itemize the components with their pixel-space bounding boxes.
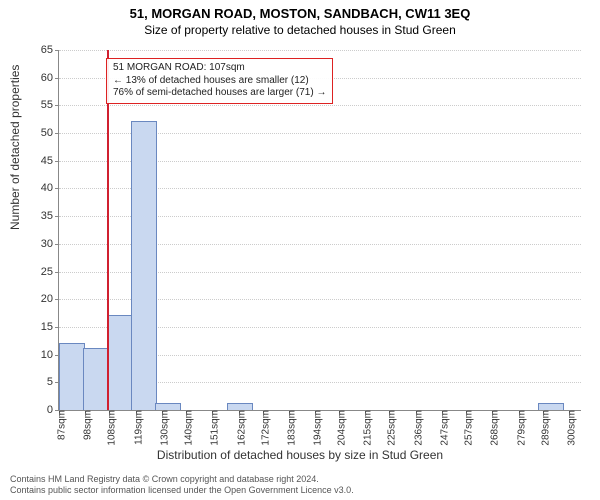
x-tick-label: 300sqm: [561, 410, 578, 446]
annotation-box: 51 MORGAN ROAD: 107sqm← 13% of detached …: [106, 58, 333, 104]
y-tick-label: 45: [41, 155, 59, 167]
histogram-bar: [538, 403, 564, 410]
y-tick-label: 10: [41, 349, 59, 361]
x-tick-label: 119sqm: [127, 410, 144, 445]
x-tick-label: 247sqm: [434, 410, 451, 446]
x-tick-label: 257sqm: [458, 410, 475, 446]
x-tick-label: 151sqm: [204, 410, 221, 446]
gridline: [59, 105, 581, 106]
histogram-bar: [131, 121, 157, 410]
y-tick-label: 20: [41, 293, 59, 305]
x-tick-label: 87sqm: [51, 410, 68, 440]
histogram-bar: [227, 403, 253, 410]
x-tick-label: 204sqm: [331, 410, 348, 446]
y-tick-label: 50: [41, 127, 59, 139]
y-tick-label: 65: [41, 44, 59, 56]
x-tick-label: 194sqm: [307, 410, 324, 446]
y-tick-label: 5: [47, 376, 59, 388]
x-tick-label: 236sqm: [407, 410, 424, 446]
attribution-footer: Contains HM Land Registry data © Crown c…: [10, 474, 354, 496]
page-title: 51, MORGAN ROAD, MOSTON, SANDBACH, CW11 …: [0, 0, 600, 21]
y-tick-label: 25: [41, 266, 59, 278]
plot-area: 0510152025303540455055606587sqm98sqm108s…: [58, 50, 581, 411]
y-tick-label: 15: [41, 321, 59, 333]
gridline: [59, 50, 581, 51]
x-tick-label: 162sqm: [230, 410, 247, 446]
histogram-bar: [155, 403, 181, 410]
y-tick-label: 55: [41, 99, 59, 111]
y-tick-label: 60: [41, 72, 59, 84]
footer-line-2: Contains public sector information licen…: [10, 485, 354, 496]
annotation-line: ← 13% of detached houses are smaller (12…: [113, 75, 326, 88]
x-tick-label: 183sqm: [280, 410, 297, 446]
reference-line: [107, 50, 109, 410]
histogram-bar: [107, 315, 133, 410]
annotation-line: 51 MORGAN ROAD: 107sqm: [113, 62, 326, 75]
y-axis-label: Number of detached properties: [8, 65, 22, 230]
annotation-line: 76% of semi-detached houses are larger (…: [113, 87, 326, 100]
histogram-bar: [83, 348, 109, 410]
y-tick-label: 30: [41, 238, 59, 250]
x-tick-label: 140sqm: [177, 410, 194, 446]
histogram-bar: [59, 343, 85, 410]
x-tick-label: 268sqm: [484, 410, 501, 446]
page-subtitle: Size of property relative to detached ho…: [0, 21, 600, 37]
x-tick-label: 279sqm: [510, 410, 527, 446]
x-tick-label: 98sqm: [77, 410, 94, 440]
footer-line-1: Contains HM Land Registry data © Crown c…: [10, 474, 354, 485]
y-tick-label: 35: [41, 210, 59, 222]
y-tick-label: 40: [41, 182, 59, 194]
x-tick-label: 172sqm: [254, 410, 271, 446]
x-tick-label: 215sqm: [357, 410, 374, 446]
x-axis-label: Distribution of detached houses by size …: [0, 448, 600, 462]
x-tick-label: 289sqm: [534, 410, 551, 446]
x-tick-label: 225sqm: [381, 410, 398, 446]
x-tick-label: 108sqm: [101, 410, 118, 446]
chart-container: 51, MORGAN ROAD, MOSTON, SANDBACH, CW11 …: [0, 0, 600, 500]
x-tick-label: 130sqm: [153, 410, 170, 446]
